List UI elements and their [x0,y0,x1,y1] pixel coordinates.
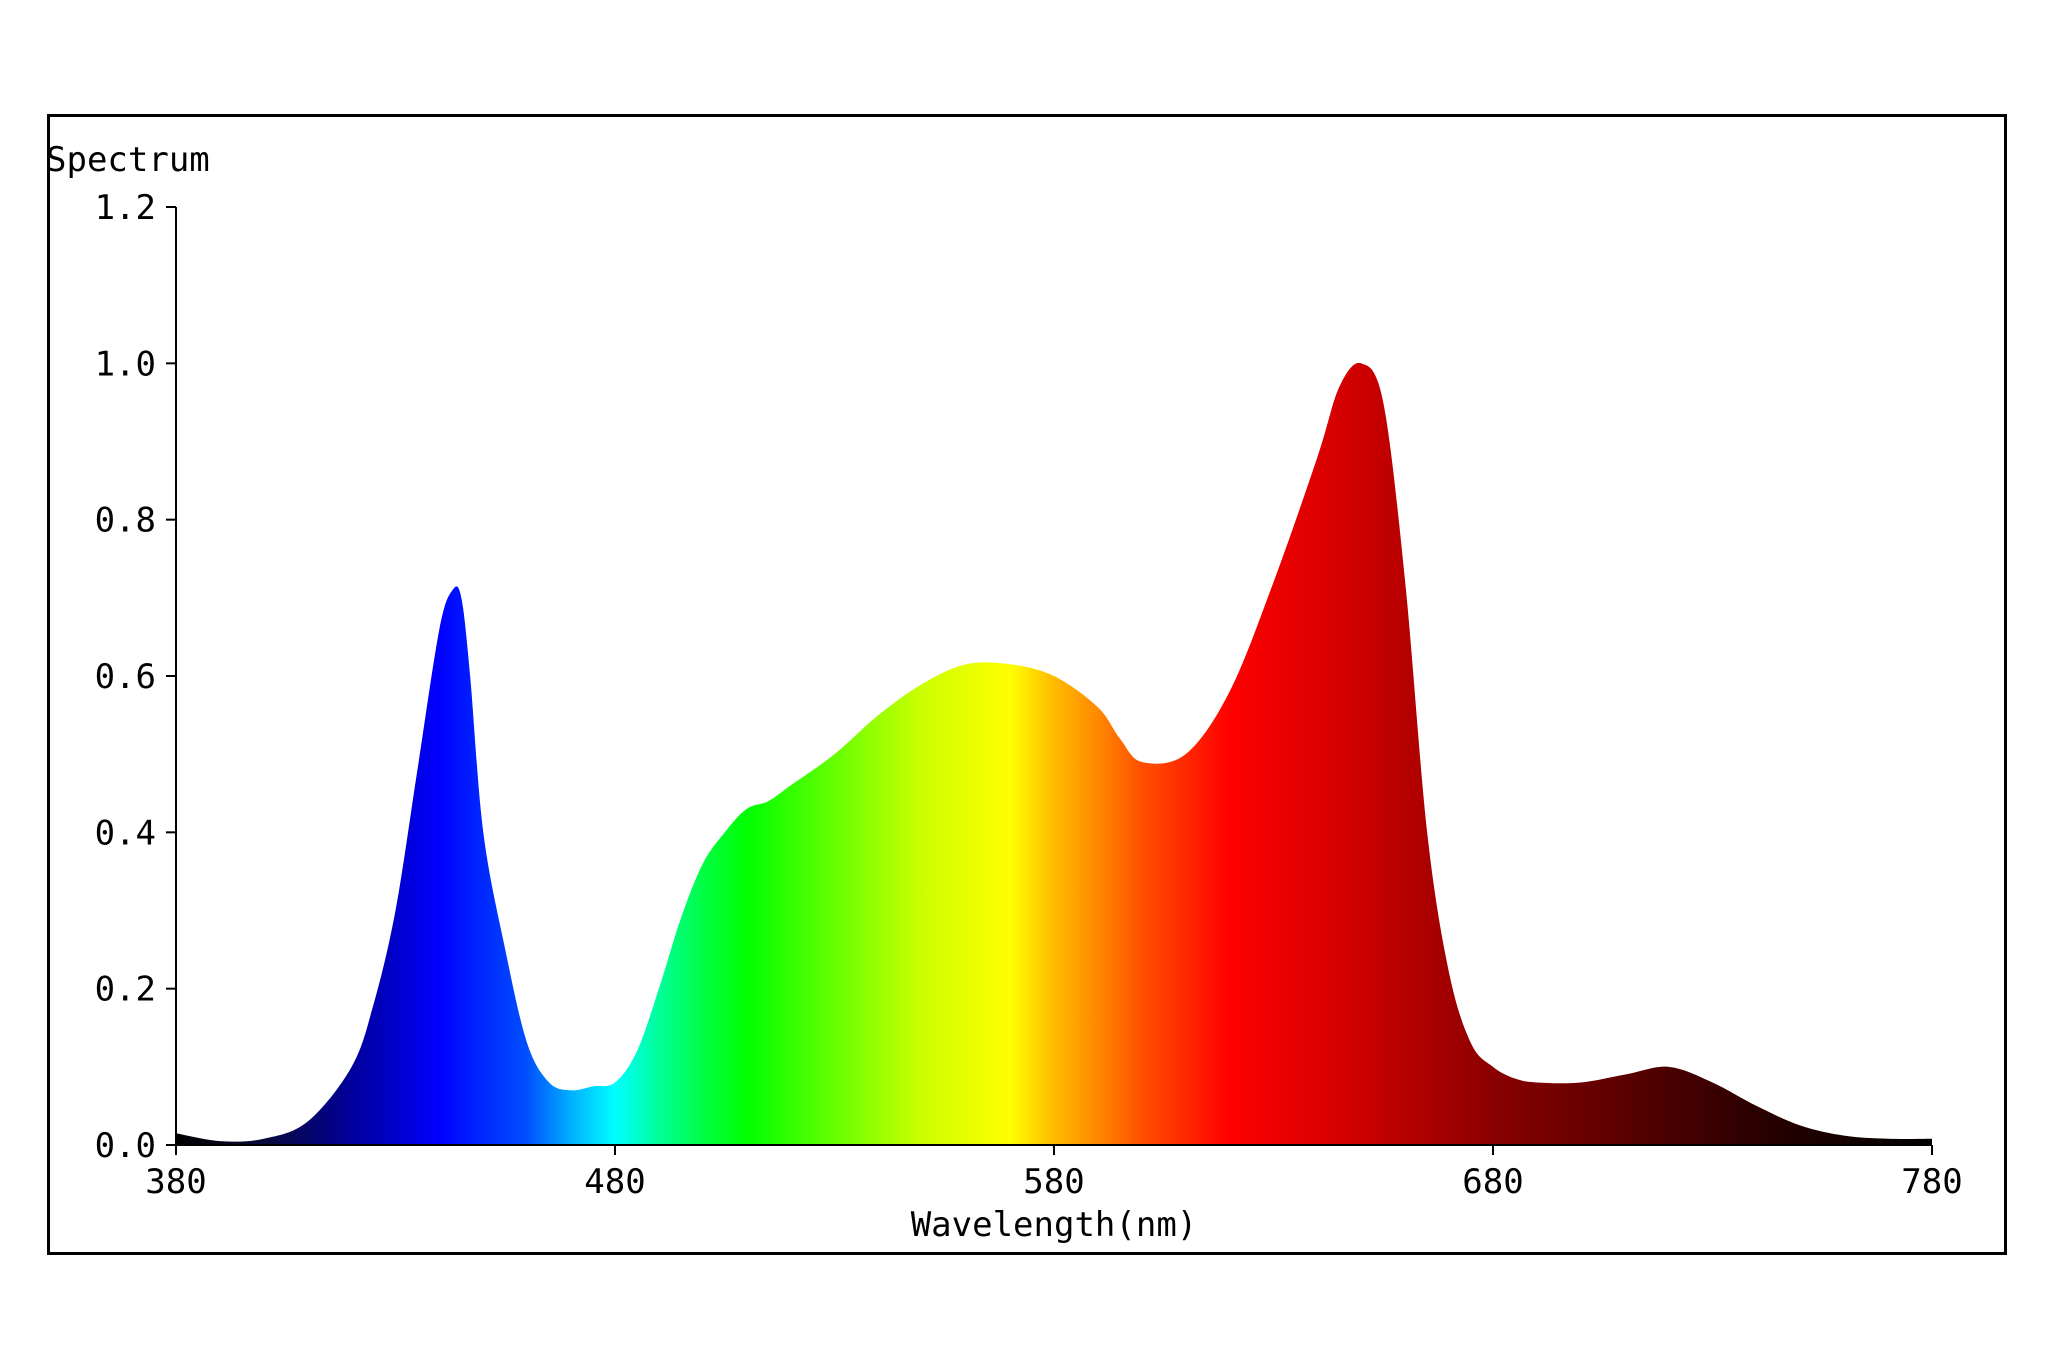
y-tick-label: 1.0 [95,344,156,384]
spectrum-area [176,362,1932,1145]
x-tick-label: 380 [145,1162,206,1202]
x-tick-label: 580 [1023,1162,1084,1202]
x-axis-label: Wavelength(nm) [911,1205,1198,1245]
chart-frame [47,114,2007,1255]
y-tick-label: 0.8 [95,501,156,541]
x-tick-label: 780 [1901,1162,1962,1202]
y-tick-label: 0.4 [95,813,156,853]
y-tick-label: 0.2 [95,970,156,1010]
x-tick-label: 680 [1462,1162,1523,1202]
y-tick-label: 0.0 [95,1126,156,1166]
y-tick-label: 1.2 [95,188,156,228]
chart-title: Spectrum [46,140,210,180]
x-tick-label: 480 [584,1162,645,1202]
x-axis: 380 480 580 680 780 [145,1144,1963,1202]
y-axis: 0.0 0.2 0.4 0.6 0.8 1.0 1.2 [95,188,177,1166]
y-tick-label: 0.6 [95,657,156,697]
